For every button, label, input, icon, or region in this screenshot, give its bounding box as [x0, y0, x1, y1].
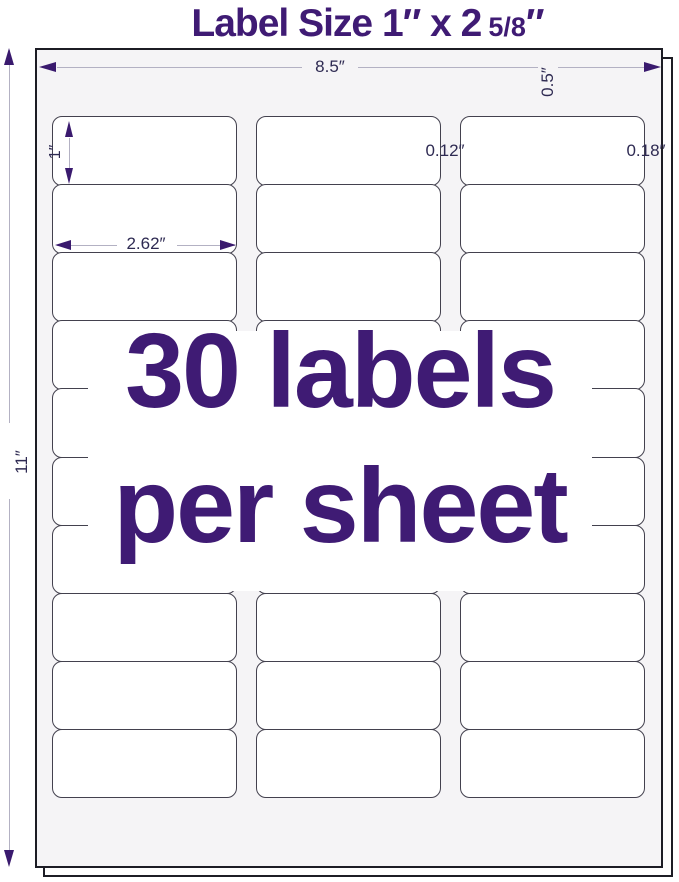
label-cell — [52, 728, 237, 799]
label-height-dimension-line — [69, 138, 70, 169]
arrow-right-icon — [644, 62, 661, 72]
label-cell — [460, 116, 645, 186]
side-margin-label: 0.18″ — [626, 141, 666, 160]
arrow-left-icon — [39, 62, 56, 72]
label-cell — [460, 252, 645, 322]
label-height-label: 1″ — [47, 144, 64, 160]
column-gap-label: 0.12″ — [425, 141, 465, 160]
arrow-up-icon — [65, 121, 73, 137]
label-cell — [52, 184, 237, 254]
arrow-right-icon — [220, 240, 236, 250]
sheet-height-dimension-line — [9, 50, 10, 423]
labels-count-overlay — [88, 331, 592, 591]
label-width-label: 2.62″ — [126, 234, 166, 253]
label-cell — [52, 592, 237, 663]
label-cell — [52, 116, 237, 186]
label-cell — [460, 592, 645, 663]
title-inch-mark: ″ — [525, 2, 545, 45]
label-cell — [460, 660, 645, 731]
arrow-down-icon — [65, 168, 73, 184]
page-title: Label Size 1″ x 2 5/8″ — [0, 2, 679, 46]
label-width-dimension-line — [177, 245, 235, 246]
label-cell — [256, 592, 441, 663]
label-cell — [256, 728, 441, 799]
label-cell — [256, 252, 441, 322]
top-margin-label: 0.5″ — [538, 67, 557, 97]
label-cell — [52, 252, 237, 322]
label-cell — [460, 184, 645, 254]
arrow-up-icon — [4, 48, 14, 65]
label-cell — [256, 660, 441, 731]
label-cell — [256, 184, 441, 254]
sheet-width-dimension-line — [358, 67, 538, 68]
sheet-width-label: 8.5″ — [315, 57, 345, 76]
label-width-dimension-line — [57, 245, 117, 246]
arrow-left-icon — [55, 240, 71, 250]
sheet-width-dimension-line — [558, 67, 644, 68]
label-cell — [52, 660, 237, 731]
label-cell — [460, 728, 645, 799]
sheet-width-dimension-line — [57, 67, 302, 68]
arrow-down-icon — [4, 850, 14, 867]
labels-count-line2: per sheet — [113, 447, 568, 565]
sheet-height-dimension-line — [9, 499, 10, 850]
labels-count-line1: 30 labels — [125, 312, 557, 430]
label-cell — [256, 116, 441, 186]
title-fraction: 5/8 — [488, 12, 526, 42]
title-main: Label Size 1″ x 2 — [191, 2, 482, 45]
sheet-height-label: 11″ — [12, 450, 31, 474]
